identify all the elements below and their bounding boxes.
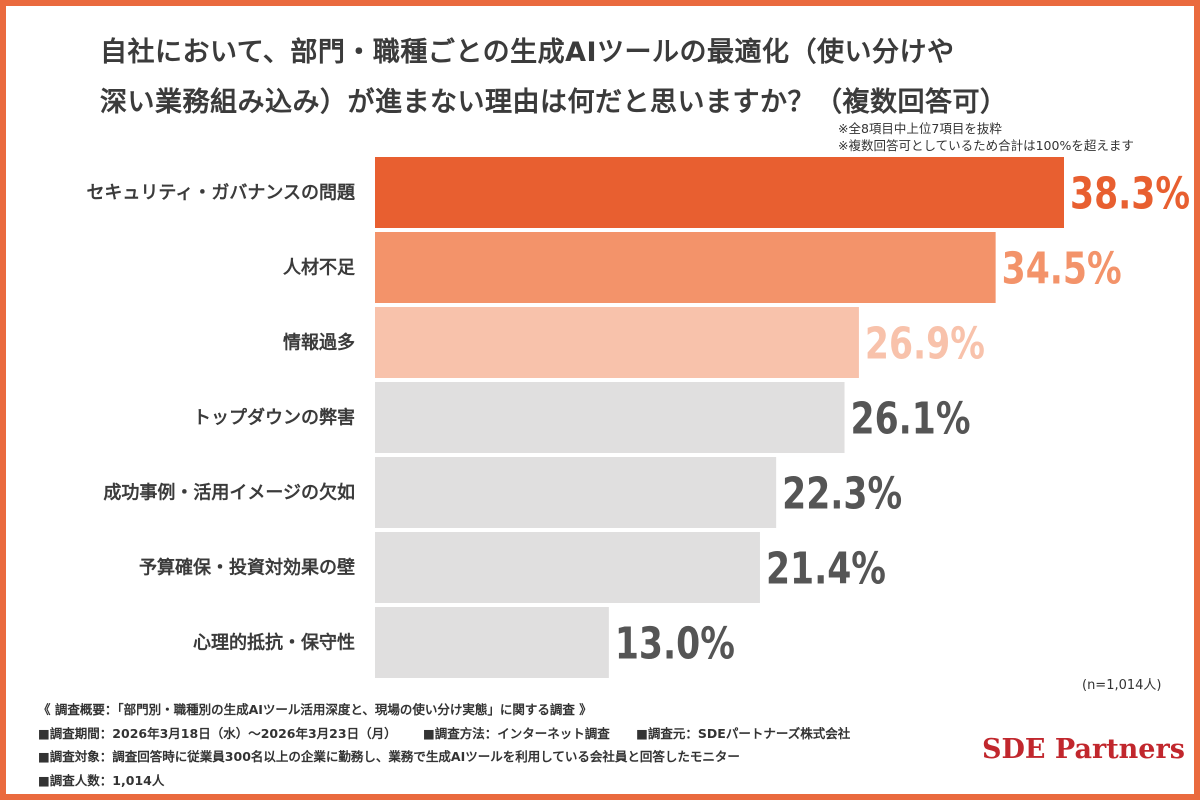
category-label-1: セキュリティ・ガバナンスの問題 xyxy=(86,183,356,204)
bar-7 xyxy=(375,607,609,678)
bar-2 xyxy=(375,232,996,303)
category-label-7: 心理的抵抗・保守性 xyxy=(193,632,355,654)
value-label-4: 26.1% xyxy=(851,394,971,445)
title-line-2: 深い業務組み込み）が進まない理由は何だと思いますか？（複数回答可） xyxy=(100,87,1008,118)
category-label-6: 予算確保・投資対効果の壁 xyxy=(139,557,355,579)
survey-organizer: ■調査元：SDEパートナーズ株式会社 xyxy=(636,725,851,741)
value-label-5: 22.3% xyxy=(782,469,902,520)
value-label-7: 13.0% xyxy=(615,619,735,670)
note-multiple-answers: ※複数回答可としているため合計は100%を超えます xyxy=(838,138,1134,153)
brand-logo: SDE Partners xyxy=(982,734,1185,765)
survey-period: ■調査期間：2026年3月18日（水）〜2026年3月23日（月） xyxy=(38,725,397,741)
value-label-1: 38.3% xyxy=(1070,169,1190,220)
category-label-4: トップダウンの弊害 xyxy=(193,407,355,429)
survey-meta-row: ■調査期間：2026年3月18日（水）〜2026年3月23日（月） ■調査方法：… xyxy=(38,722,938,746)
survey-respondents: ■調査人数：1,014人 xyxy=(38,772,165,788)
sample-size: (n=1,014人) xyxy=(1082,678,1162,693)
category-label-2: 人材不足 xyxy=(283,257,355,279)
value-label-3: 26.9% xyxy=(865,319,985,370)
survey-overview: 《 調査概要：「部門別・職種別の生成AIツール活用深度と、現場の使い分け実態」に… xyxy=(38,698,938,792)
value-label-6: 21.4% xyxy=(766,544,886,595)
category-label-3: 情報過多 xyxy=(283,332,355,354)
note-top-items: ※全8項目中上位7項目を抜粋 xyxy=(838,121,1002,136)
category-label-5: 成功事例・活用イメージの欠如 xyxy=(103,482,355,504)
bar-5 xyxy=(375,457,777,528)
bar-3 xyxy=(375,307,859,378)
chart-title: 自社において、部門・職種ごとの生成AIツールの最適化（使い分けや 深い業務組み込… xyxy=(100,28,1110,128)
survey-summary: 《 調査概要：「部門別・職種別の生成AIツール活用深度と、現場の使い分け実態」に… xyxy=(38,702,592,717)
title-line-1: 自社において、部門・職種ごとの生成AIツールの最適化（使い分けや xyxy=(100,37,955,68)
survey-method: ■調査方法：インターネット調査 xyxy=(422,725,610,741)
bar-1 xyxy=(375,157,1064,228)
survey-target: ■調査対象：調査回答時に従業員300名以上の企業に勤務し、業務で生成AIツールを… xyxy=(38,749,740,764)
bar-6 xyxy=(375,532,760,603)
bar-4 xyxy=(375,382,845,453)
value-label-2: 34.5% xyxy=(1002,244,1122,295)
